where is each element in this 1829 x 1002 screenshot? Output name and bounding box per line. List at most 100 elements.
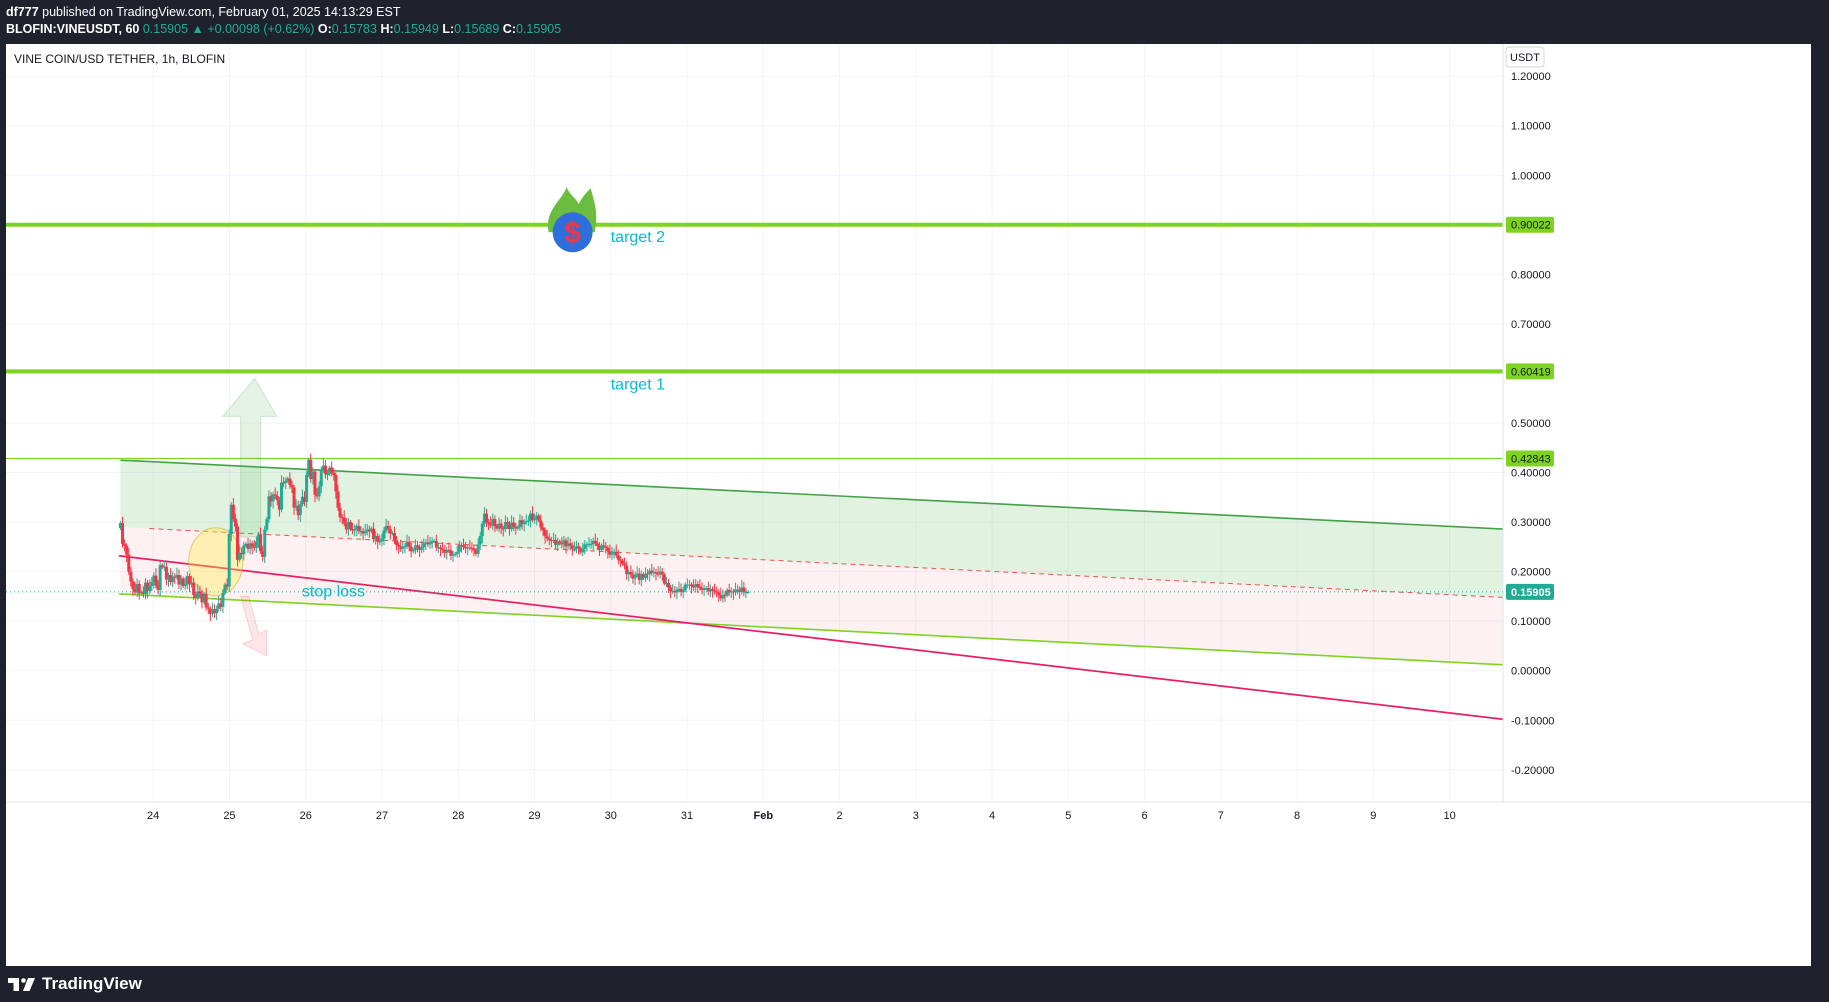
- candle: [187, 576, 191, 585]
- candle: [219, 603, 223, 607]
- currency-box: [1505, 46, 1545, 68]
- y-tick-label: 0.20000: [1511, 567, 1551, 579]
- candle: [704, 587, 708, 589]
- candle: [263, 529, 267, 557]
- candle: [229, 504, 233, 534]
- chart-frame[interactable]: $ target 2 target 1 stop loss USDT 1.20000 1.1…: [6, 44, 1811, 966]
- candle: [591, 540, 595, 544]
- candle: [240, 552, 244, 555]
- candle: [687, 584, 691, 586]
- close-value: 0.15905: [516, 22, 562, 36]
- candle: [357, 526, 361, 532]
- candle: [265, 519, 269, 530]
- candle: [545, 536, 549, 539]
- candle: [148, 585, 152, 591]
- candle: [470, 547, 474, 549]
- price-level-badge: [1506, 216, 1554, 233]
- candle: [217, 603, 221, 609]
- price-level-value: 0.90022: [1511, 220, 1551, 232]
- candle: [135, 584, 139, 593]
- candle: [397, 544, 401, 547]
- candle: [528, 513, 532, 521]
- risk-zone-fill: [120, 527, 1503, 665]
- candle: [434, 540, 438, 548]
- publish-line: df777 published on TradingView.com, Febr…: [6, 4, 1816, 21]
- candle: [554, 539, 558, 545]
- candle: [671, 590, 675, 592]
- candle: [631, 574, 635, 579]
- candle: [495, 526, 499, 529]
- candle: [223, 584, 227, 593]
- candle: [717, 592, 721, 595]
- candle: [660, 571, 664, 575]
- candle: [242, 545, 246, 555]
- y-tick-label: 0.70000: [1511, 319, 1551, 331]
- y-tick-label: 0.80000: [1511, 269, 1551, 281]
- candle: [698, 586, 702, 588]
- coin-circle: [552, 212, 593, 253]
- candle: [411, 550, 415, 552]
- low-value: 0.15689: [454, 22, 500, 36]
- candle: [447, 549, 451, 551]
- tradingview-logo[interactable]: TradingView: [8, 974, 142, 994]
- candle: [560, 543, 564, 545]
- candle: [378, 541, 382, 543]
- price-level-value: 0.42843: [1511, 453, 1551, 465]
- candle: [129, 571, 133, 582]
- candle: [190, 582, 194, 585]
- candle: [307, 459, 311, 476]
- x-tick-label: 25: [223, 810, 235, 822]
- candle: [369, 528, 373, 532]
- candle: [395, 540, 399, 545]
- candle: [487, 522, 491, 524]
- y-tick-label: 0.00000: [1511, 666, 1551, 678]
- candle: [675, 589, 679, 593]
- candle: [641, 574, 645, 579]
- candle: [650, 570, 654, 573]
- candle: [233, 518, 237, 527]
- candle: [271, 494, 275, 502]
- candle: [725, 589, 729, 596]
- candle: [315, 494, 319, 497]
- candle: [200, 593, 204, 603]
- candles: [118, 453, 750, 622]
- candle: [150, 582, 154, 586]
- y-tick-label: -0.10000: [1511, 715, 1554, 727]
- candle: [353, 529, 357, 531]
- candle: [202, 593, 206, 603]
- candle: [453, 553, 457, 555]
- candle: [390, 532, 394, 534]
- candle: [480, 523, 484, 536]
- candle: [692, 585, 696, 588]
- stop-zone-circle: [188, 527, 244, 597]
- candle: [524, 521, 528, 523]
- candle: [407, 541, 411, 547]
- annotation-label: target 2: [611, 229, 665, 246]
- candle: [426, 542, 430, 545]
- candle: [564, 540, 568, 547]
- candle: [346, 522, 350, 530]
- candle: [355, 526, 359, 530]
- candle: [399, 546, 403, 549]
- candle: [332, 472, 336, 476]
- price-chart[interactable]: $ target 2 target 1 stop loss USDT 1.20000 1.1…: [6, 44, 1811, 966]
- candle: [313, 471, 317, 495]
- candle: [208, 608, 212, 614]
- candle: [321, 465, 325, 471]
- candle: [351, 529, 355, 531]
- candle: [279, 482, 283, 510]
- candle: [543, 530, 547, 537]
- candle: [612, 551, 616, 553]
- candle: [623, 563, 627, 566]
- candle: [476, 544, 480, 554]
- candle: [664, 583, 668, 585]
- candle: [386, 526, 390, 530]
- candle: [388, 529, 392, 534]
- candle: [464, 546, 468, 549]
- author-name[interactable]: df777: [6, 5, 39, 19]
- candle: [522, 521, 526, 525]
- candle: [702, 588, 706, 590]
- candle: [715, 591, 719, 593]
- x-tick-label: 8: [1294, 810, 1300, 822]
- candle: [273, 494, 277, 496]
